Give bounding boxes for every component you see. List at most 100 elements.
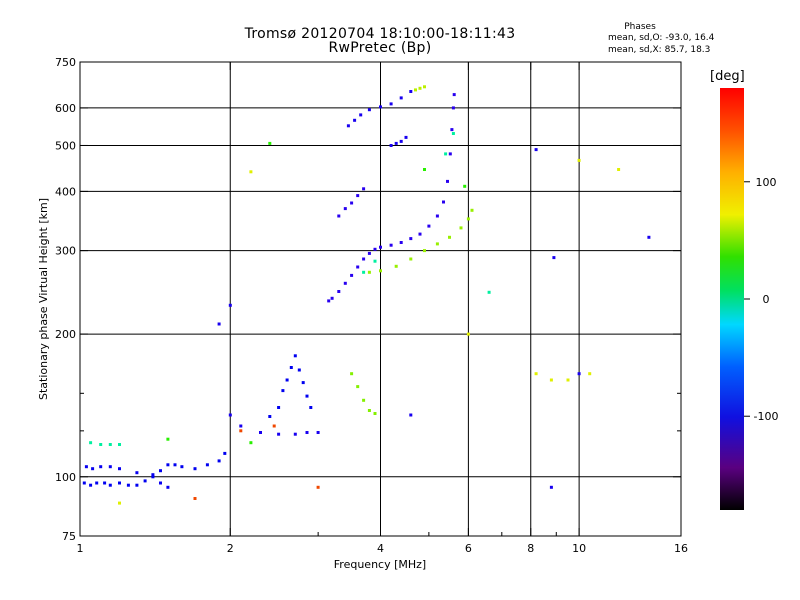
data-point [337,214,341,218]
data-point [108,443,112,446]
data-point [166,463,170,467]
x-tick-label: 6 [465,542,472,555]
phases-heading: Phases [624,22,656,32]
data-point [289,366,293,369]
data-point [356,265,360,269]
data-point [277,432,281,436]
colorbar-tick-label: -100 [754,410,779,423]
data-point [389,243,393,247]
data-point [577,372,581,376]
data-point [466,217,470,221]
data-point [305,431,309,434]
colorbar-tick-label: 100 [756,176,777,189]
data-point [259,431,262,434]
data-point [534,148,538,152]
data-point [399,139,403,143]
phases-x-stats: mean, sd,X: 85.7, 18.3 [608,45,710,55]
data-point [414,88,417,92]
data-point [99,465,103,469]
data-point [435,214,439,218]
data-point [452,93,456,97]
data-point [487,290,491,294]
data-point [223,451,227,455]
data-point [466,332,470,336]
data-point [617,168,621,171]
data-point [343,207,347,211]
data-point [293,432,297,436]
data-point [108,465,112,469]
data-point [448,235,451,239]
data-point [423,249,426,253]
data-point [418,86,422,90]
data-point [330,296,334,300]
data-point [281,389,285,393]
data-point [409,237,413,241]
data-point [350,201,354,205]
data-point [316,431,320,434]
data-point [126,483,130,487]
data-point [301,381,305,385]
data-point [379,105,382,109]
data-point [446,179,449,183]
data-point [549,378,553,382]
data-point [442,200,445,204]
data-point [470,208,474,212]
data-point [373,412,377,415]
data-point [166,485,170,489]
data-point [362,398,366,402]
data-point [89,483,93,487]
data-point [356,385,360,389]
axis-ticks: 1 2 4 6 8 10 16 75 100 200 300 400 500 600 750 [55,56,688,555]
data-point [549,485,553,489]
data-point [89,441,93,445]
data-point [367,270,371,274]
data-point [103,481,107,485]
data-point [346,124,350,128]
chart-subtitle: RwPretec (Bp) [328,40,432,56]
data-point [577,158,581,162]
data-point [647,235,651,239]
y-tick-label: 750 [55,56,76,69]
data-point [356,194,360,198]
data-point [305,394,309,398]
data-point [91,467,95,471]
data-point [367,108,371,112]
x-tick-label: 10 [572,542,586,555]
data-point [350,372,354,376]
data-point [285,378,289,382]
data-point [180,465,184,469]
data-point [173,463,177,467]
data-point [118,467,121,471]
data-point [463,184,467,188]
data-point [151,475,155,479]
colorbar [720,88,744,510]
data-point [272,424,276,428]
data-point [118,481,121,485]
data-point [217,459,221,463]
data-point [135,483,139,487]
data-point [394,141,398,145]
data-point [353,118,357,122]
data-point [423,168,426,171]
data-point [228,303,232,307]
x-axis-label: Frequency [MHz] [334,558,426,571]
data-point [268,415,272,418]
colorbar-tick-label: 0 [763,293,770,306]
data-point [359,113,363,117]
data-point [297,368,301,372]
y-tick-label: 75 [62,530,76,543]
data-point [268,141,272,145]
data-point [367,409,371,412]
data-point [409,257,413,261]
y-tick-label: 200 [55,328,76,341]
data-point [84,465,88,469]
data-point [394,264,398,268]
y-tick-label: 100 [55,471,76,484]
data-point [228,413,232,417]
y-tick-label: 300 [55,245,76,258]
data-point [327,299,331,303]
data-point [82,481,86,485]
data-point [379,245,382,249]
data-point [143,479,147,483]
data-point [373,259,377,263]
